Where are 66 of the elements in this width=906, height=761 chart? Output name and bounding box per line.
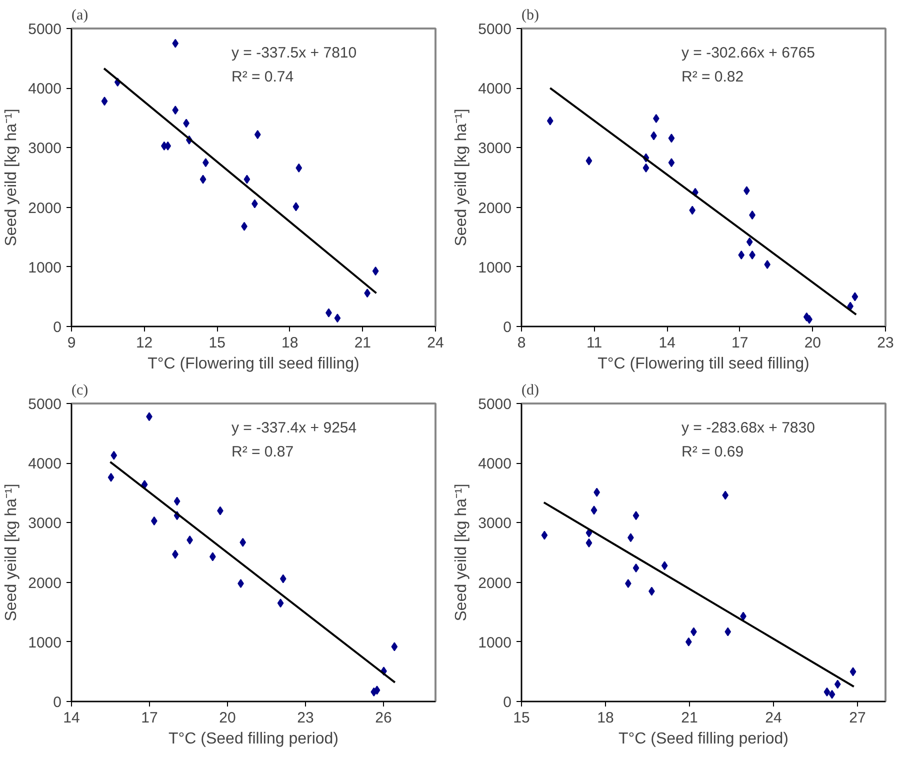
x-tick-label: 14 (658, 334, 676, 352)
y-axis-title: Seed yeild [kg ha⁻¹] (3, 484, 20, 622)
x-tick-label: 9 (67, 334, 76, 352)
x-tick-label: 24 (427, 334, 444, 352)
x-tick-label: 23 (297, 710, 314, 726)
x-tick-label: 21 (681, 710, 698, 726)
y-tick-label: 2000 (478, 200, 512, 217)
y-tick-label: 1000 (478, 634, 512, 652)
x-tick-label: 15 (513, 710, 530, 726)
x-tick-label: 8 (517, 334, 526, 352)
y-tick-label: 2000 (478, 574, 512, 592)
annotation: R² = 0.69 (682, 444, 744, 460)
y-tick-label: 0 (53, 694, 62, 711)
x-tick-label: 11 (586, 334, 602, 352)
y-tick-label: 0 (503, 319, 512, 336)
x-tick-label: 12 (136, 334, 153, 352)
x-axis-title: T°C (Flowering till seed filling) (148, 356, 360, 372)
x-tick-label: 24 (765, 710, 782, 726)
x-axis-title: T°C (Seed filling period) (168, 730, 339, 748)
y-axis-title: Seed yeild [kg ha⁻¹] (3, 108, 20, 246)
y-tick-label: 1000 (478, 259, 512, 276)
x-tick-label: 27 (849, 710, 866, 726)
y-tick-label: 4000 (478, 80, 512, 98)
y-tick-label: 0 (53, 319, 62, 336)
y-tick-label: 5000 (478, 396, 512, 413)
chart-title: (d) (522, 382, 539, 398)
chart-title: (b) (522, 8, 539, 24)
annotation: R² = 0.74 (232, 68, 294, 86)
chart-title: (c) (72, 382, 88, 398)
y-axis-title: Seed yeild [kg ha⁻¹] (453, 108, 470, 246)
x-tick-label: 21 (354, 334, 372, 352)
annotation: R² = 0.87 (232, 444, 294, 460)
y-tick-label: 1000 (28, 259, 62, 276)
y-tick-label: 4000 (28, 80, 62, 98)
x-tick-label: 20 (219, 710, 236, 726)
y-tick-label: 5000 (28, 396, 62, 413)
chart-title: (a) (72, 8, 88, 24)
y-tick-label: 3000 (478, 140, 512, 158)
x-tick-label: 18 (282, 334, 298, 352)
y-tick-label: 0 (503, 694, 512, 711)
x-tick-label: 17 (141, 710, 158, 726)
y-tick-label: 2000 (28, 200, 62, 217)
x-tick-label: 26 (375, 710, 392, 726)
annotation: y = -302.66x + 6765 (682, 44, 815, 62)
y-tick-label: 5000 (478, 21, 512, 38)
annotation: y = -337.4x + 9254 (232, 420, 357, 436)
x-axis-title: T°C (Flowering till seed filling) (598, 356, 810, 372)
y-tick-label: 4000 (28, 456, 62, 473)
annotation: R² = 0.82 (682, 68, 744, 86)
y-tick-label: 2000 (28, 574, 62, 592)
y-tick-label: 4000 (478, 456, 512, 473)
annotation: y = -283.68x + 7830 (682, 420, 815, 436)
x-tick-label: 14 (63, 710, 80, 726)
x-tick-label: 15 (208, 334, 226, 352)
x-axis-title: T°C (Seed filling period) (618, 730, 789, 748)
y-axis-title: Seed yeild [kg ha⁻¹] (453, 484, 470, 622)
annotation: y = -337.5x + 7810 (232, 44, 357, 62)
y-tick-label: 3000 (478, 515, 512, 532)
y-tick-label: 3000 (28, 140, 62, 158)
y-tick-label: 3000 (28, 515, 62, 532)
x-tick-label: 17 (732, 334, 748, 352)
x-tick-label: 20 (804, 334, 822, 352)
y-tick-label: 1000 (28, 634, 62, 652)
x-tick-label: 18 (597, 710, 614, 726)
x-tick-label: 23 (877, 334, 894, 352)
y-tick-label: 5000 (28, 21, 62, 38)
